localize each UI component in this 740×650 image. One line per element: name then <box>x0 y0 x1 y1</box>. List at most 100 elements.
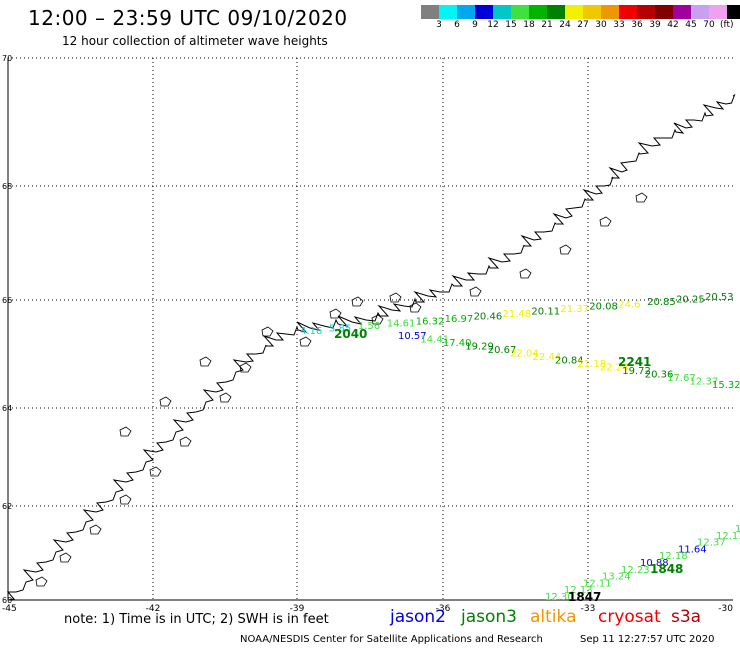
coastline-island <box>371 314 384 325</box>
legend-swatch <box>691 5 709 19</box>
footnote: note: 1) Time is in UTC; 2) SWH is in fe… <box>64 612 329 627</box>
wave-height-label: 12.37 <box>690 377 719 388</box>
greenland-coastline <box>6 93 736 601</box>
wave-height-label: 17.67 <box>667 373 696 384</box>
latitude-label: 64 <box>2 404 12 413</box>
wave-height-legend: 3 6 9 12 15 18 21 24 27 30 33 36 39 42 45 70 (ft) <box>421 5 740 30</box>
legend-label: 15 <box>505 20 517 30</box>
coastline-island <box>351 296 364 307</box>
wave-height-label: 20.11 <box>531 307 560 318</box>
coastline-island <box>119 426 132 437</box>
longitude-label: -30 <box>718 604 733 614</box>
wave-height-label: 20.53 <box>705 292 734 303</box>
map-grid <box>8 57 733 600</box>
legend-labels: 3 6 9 12 15 18 21 24 27 30 33 36 39 42 45 70 (ft) <box>430 20 740 30</box>
legend-swatch <box>421 5 439 19</box>
legend-swatch <box>655 5 673 19</box>
legend-label: 12 <box>487 20 499 30</box>
legend-swatch <box>619 5 637 19</box>
altimeter-tracks: 4.16 5.85 1.56 14.61 16.32 16.97 20.46 21.48 20.… <box>300 292 740 604</box>
legend-swatch <box>439 5 457 19</box>
coastline-island <box>261 326 274 337</box>
latitude-label: 62 <box>2 502 12 511</box>
wave-height-label: 16.97 <box>445 314 474 325</box>
legend-label: 9 <box>472 20 478 30</box>
wave-height-label: 12.11 <box>583 578 612 589</box>
legend-swatch <box>475 5 493 19</box>
legend-label: 18 <box>523 20 535 30</box>
legend-label: 42 <box>667 20 679 30</box>
mission-label: jason2 <box>390 607 446 627</box>
coastline-path <box>6 93 736 601</box>
legend-swatch <box>493 5 511 19</box>
wave-height-label: 20.25 <box>676 294 705 305</box>
wave-height-label: 11.64 <box>678 544 707 555</box>
longitude-label: -42 <box>146 604 161 614</box>
coastline-island <box>635 192 648 203</box>
legend-swatch <box>601 5 619 19</box>
wave-height-label: 20.46 <box>474 311 503 322</box>
coastline-island <box>35 576 48 587</box>
legend-label: 27 <box>577 20 589 30</box>
legend-swatches <box>421 5 740 19</box>
latitude-label: 70 <box>2 54 12 63</box>
wave-height-label: 22.04 <box>510 349 539 360</box>
wave-height-label: 10.88 <box>640 558 669 569</box>
coastline-island <box>199 356 212 367</box>
longitude-label: -39 <box>290 604 305 614</box>
wave-height-label: 12.13 <box>716 531 740 542</box>
wave-height-label: 20.85 <box>647 297 676 308</box>
legend-swatch <box>673 5 691 19</box>
longitude-label: -36 <box>436 604 451 614</box>
legend-swatch <box>457 5 475 19</box>
wave-height-label: 22.44 <box>533 352 562 363</box>
longitude-label: -45 <box>2 604 17 614</box>
wave-height-label: 21.37 <box>560 304 589 315</box>
coastline-island <box>239 362 252 373</box>
wave-height-label: 19.72 <box>622 366 651 377</box>
wave-height-label: 22.24 <box>600 363 629 374</box>
wave-height-label: 13.14 <box>735 524 740 535</box>
wave-height-label: 17.40 <box>443 338 472 349</box>
coastline-island <box>89 524 102 535</box>
wave-height-label: 14.61 <box>387 319 416 330</box>
coastline-island <box>469 286 482 297</box>
pass-time-label: 2040 <box>334 327 367 341</box>
legend-label: 30 <box>595 20 607 30</box>
page-subtitle: 12 hour collection of altimeter wave hei… <box>62 34 328 48</box>
legend-label: 36 <box>631 20 643 30</box>
legend-swatch <box>511 5 529 19</box>
wave-height-label: 15.32 <box>712 380 740 391</box>
legend-label: 21 <box>541 20 553 30</box>
legend-swatch <box>637 5 655 19</box>
pass-time-label: 1848 <box>650 562 683 576</box>
wave-height-label: 14.41 <box>420 335 449 346</box>
credit-line: NOAA/NESDIS Center for Satellite Applica… <box>240 634 543 645</box>
wave-height-label: 1.56 <box>358 321 380 332</box>
wave-height-label: 24.6 <box>618 299 640 310</box>
latitude-label: 66 <box>2 296 12 305</box>
coastline-island <box>159 396 172 407</box>
coastline-island <box>599 216 612 227</box>
wave-height-label: 12.13 <box>564 585 593 596</box>
wave-height-label: 20.08 <box>589 302 618 313</box>
legend-label: 24 <box>559 20 571 30</box>
coastline-island <box>519 268 532 279</box>
legend-swatch <box>529 5 547 19</box>
mission-label: altika <box>530 607 577 627</box>
coastline-island <box>409 302 422 313</box>
coastline-island <box>149 466 162 477</box>
mission-label: jason3 <box>461 607 517 627</box>
legend-swatch <box>727 5 740 19</box>
latitude-label: 68 <box>2 182 12 191</box>
latitude-label: 60 <box>2 596 12 605</box>
wave-height-label: 20.67 <box>488 345 517 356</box>
legend-swatch <box>565 5 583 19</box>
wave-height-label: 21.48 <box>503 309 532 320</box>
wave-height-label: 20.84 <box>555 356 584 367</box>
wave-height-label: 13.24 <box>602 572 631 583</box>
legend-label: 45 <box>685 20 697 30</box>
wave-height-label: 21.18 <box>577 359 606 370</box>
wave-height-label: 10.57 <box>398 331 427 342</box>
